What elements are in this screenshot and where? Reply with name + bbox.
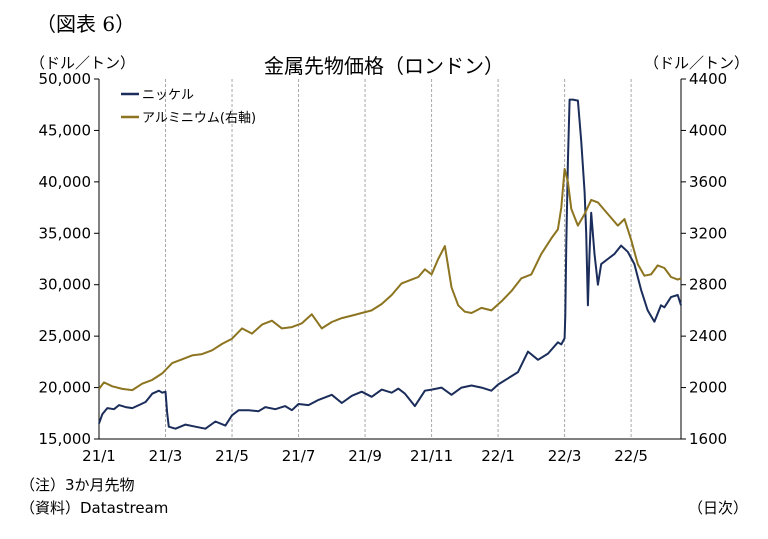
y-left-tick-label: 30,000 xyxy=(39,276,92,294)
x-tick-label: 22/3 xyxy=(548,447,582,465)
y-right-tick-label: 2000 xyxy=(689,379,727,397)
x-tick-label: 21/3 xyxy=(149,447,183,465)
nickel-line xyxy=(98,98,682,430)
y-right-tick-label: 3200 xyxy=(689,224,727,242)
y-right-tick-label: 2400 xyxy=(689,327,727,345)
source-note: （資料）Datastream xyxy=(20,499,169,517)
left-axis-unit: （ドル／トン） xyxy=(30,54,136,72)
y-left-tick-label: 50,000 xyxy=(39,70,92,88)
y-left-tick-label: 25,000 xyxy=(39,327,92,345)
x-tick-label: 22/5 xyxy=(614,447,648,465)
y-left-tick-label: 40,000 xyxy=(39,173,92,191)
x-tick-label: 21/11 xyxy=(410,447,453,465)
x-tick-label: 21/5 xyxy=(215,447,249,465)
x-tick-label: 22/1 xyxy=(481,447,515,465)
footnote: （注）3か月先物 xyxy=(20,476,135,494)
y-left-tick-label: 15,000 xyxy=(39,430,92,448)
y-left-tick-label: 35,000 xyxy=(39,224,92,242)
y-left-tick-label: 20,000 xyxy=(39,379,92,397)
right-axis-unit: （ドル／トン） xyxy=(644,54,750,72)
y-right-tick-label: 1600 xyxy=(689,430,727,448)
legend-label: ニッケル xyxy=(142,88,194,103)
y-right-tick-label: 4000 xyxy=(689,121,727,139)
x-tick-label: 21/1 xyxy=(82,447,116,465)
x-axis-unit: （日次） xyxy=(688,499,749,517)
x-tick-label: 21/7 xyxy=(282,447,316,465)
x-tick-label: 21/9 xyxy=(348,447,382,465)
y-left-tick-label: 45,000 xyxy=(39,121,92,139)
y-right-tick-label: 3600 xyxy=(689,173,727,191)
y-right-tick-label: 4400 xyxy=(689,70,727,88)
y-right-tick-label: 2800 xyxy=(689,276,727,294)
legend-label: アルミニウム(右軸) xyxy=(142,111,256,126)
figure-label: （図表 6） xyxy=(36,12,136,36)
aluminium-line xyxy=(98,168,682,392)
chart-title: 金属先物価格（ロンドン） xyxy=(264,54,504,78)
